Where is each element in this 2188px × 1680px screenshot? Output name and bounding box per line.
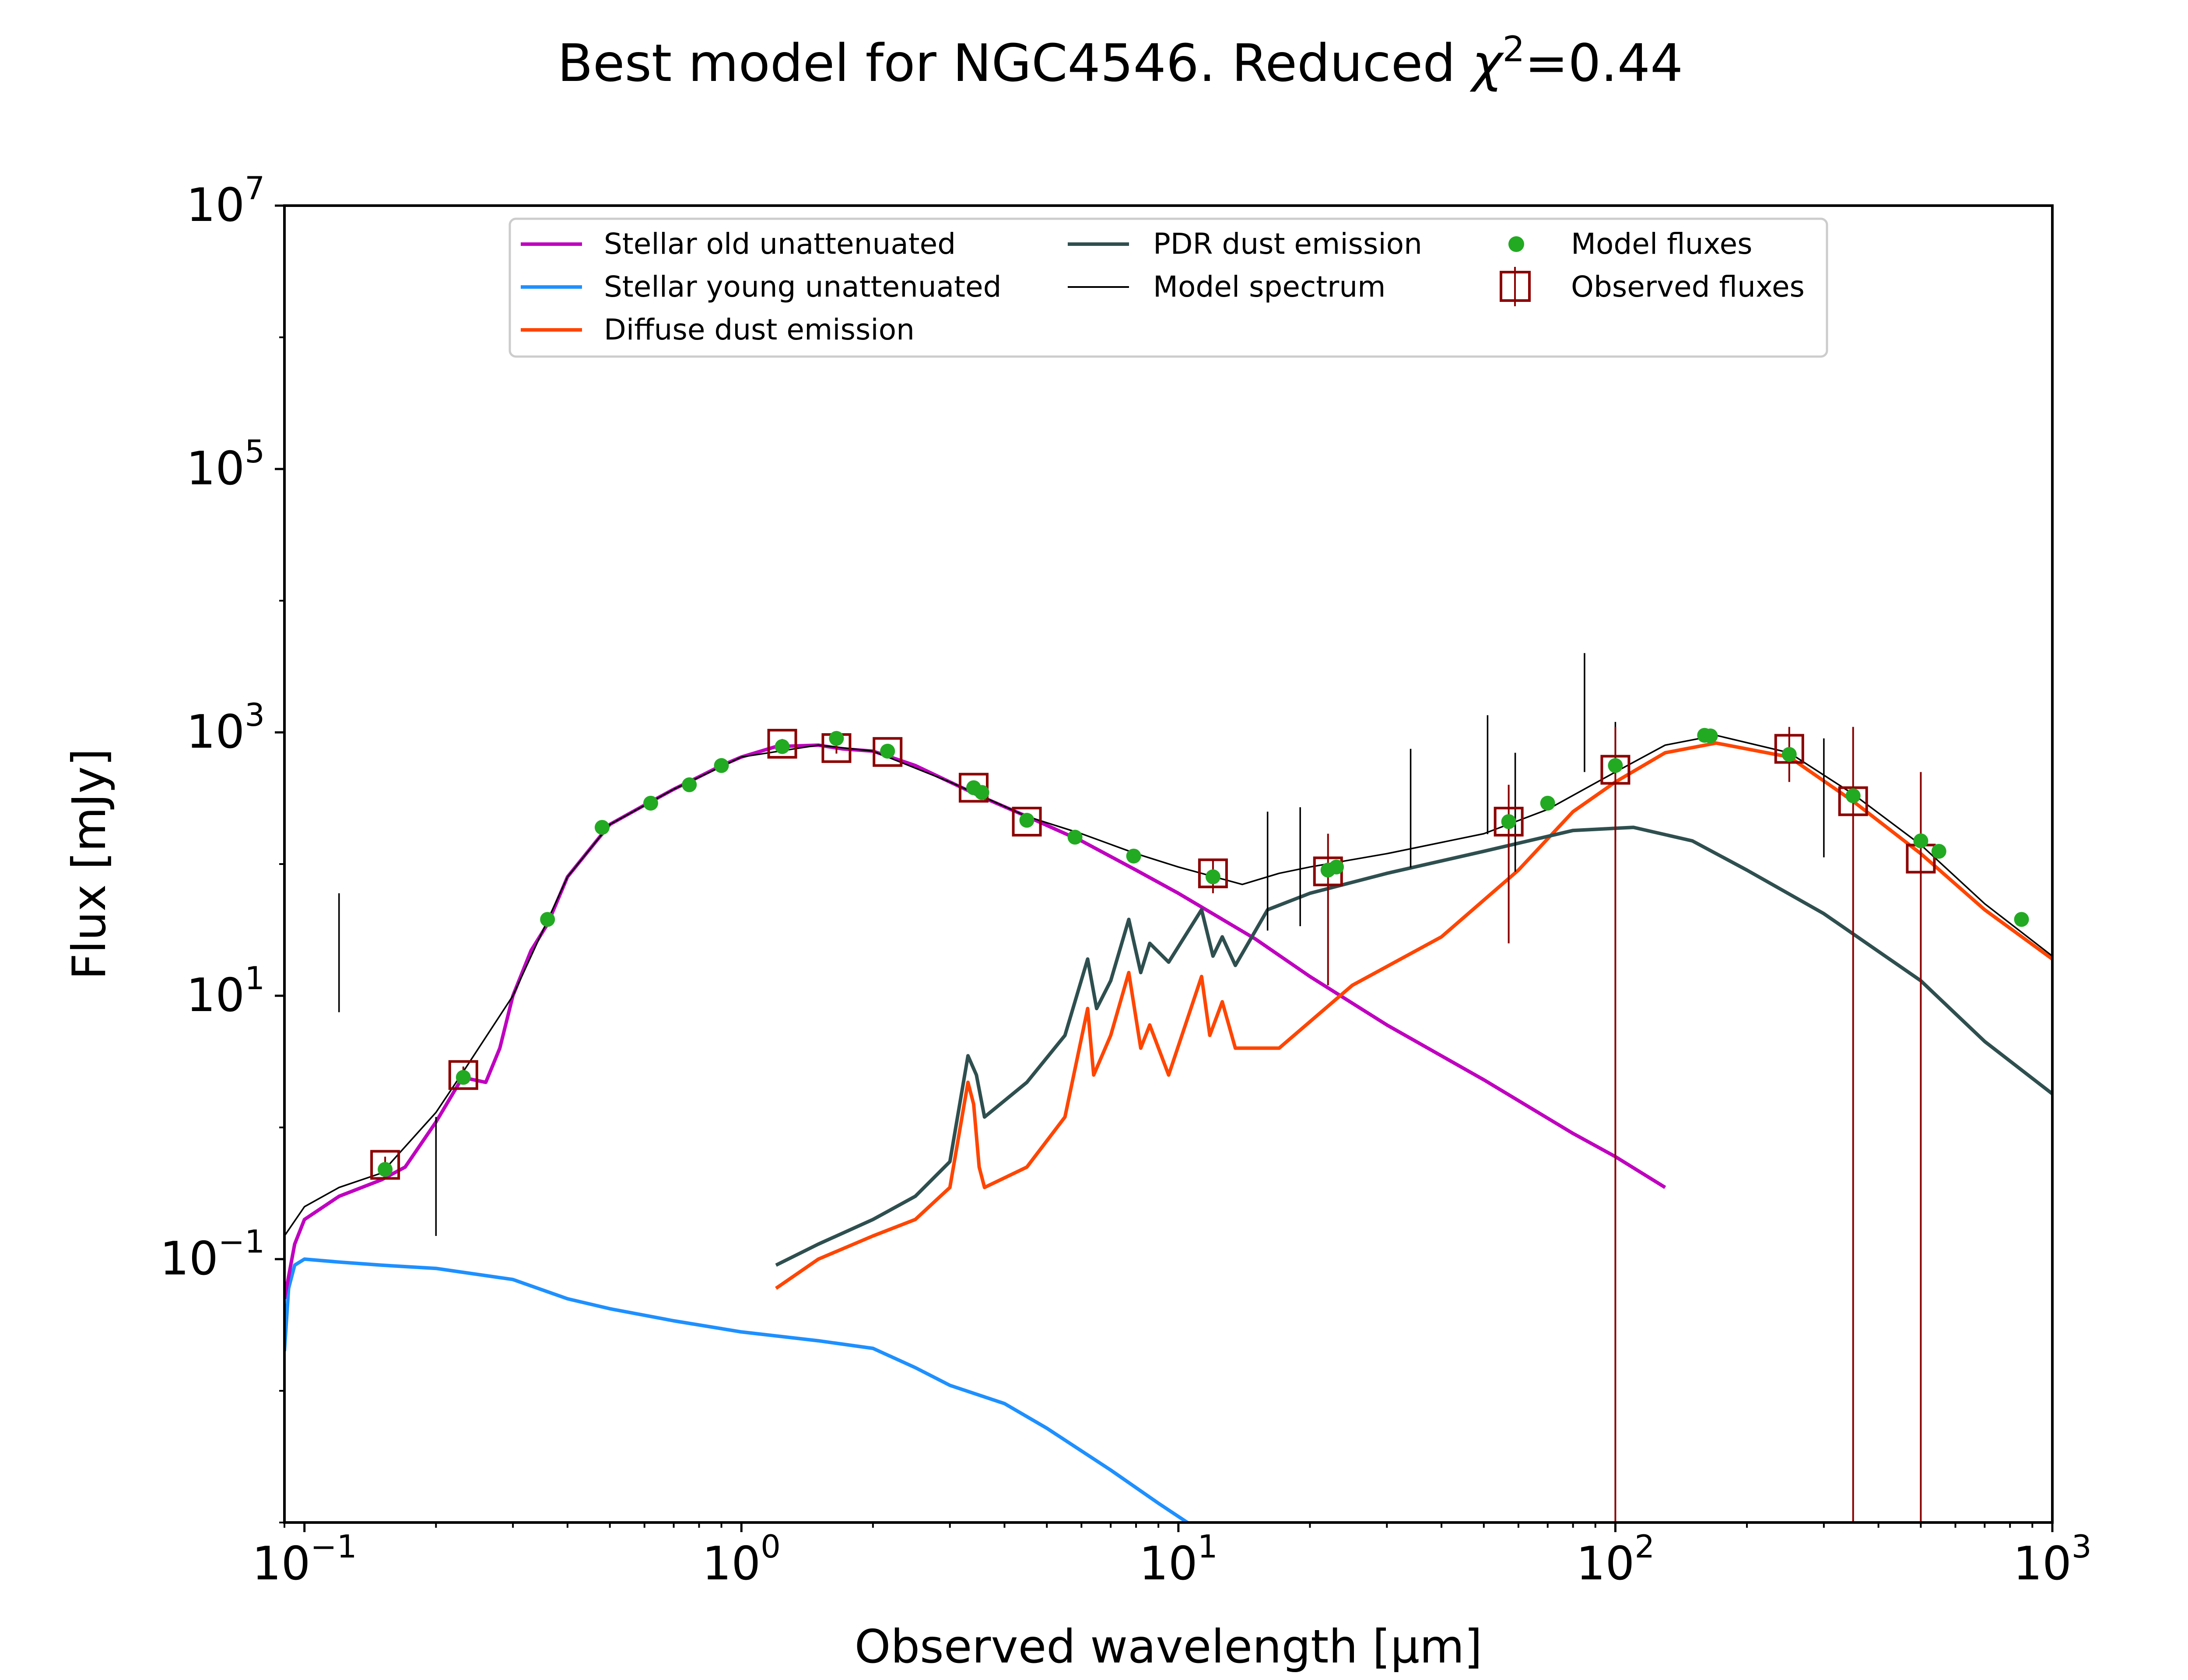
model-flux-point (1845, 788, 1861, 803)
model-flux-point (1703, 728, 1718, 744)
pdr-dust-emission-line (775, 826, 2052, 1267)
model-flux-point (2014, 912, 2029, 927)
legend-label-diffuse-dust: Diffuse dust emission (604, 313, 915, 346)
model-flux-point (1913, 833, 1929, 848)
x-axis-label: Observed wavelength [μm] (855, 1620, 1483, 1673)
observed-flux-marker (1198, 858, 1228, 889)
model-flux-point (1205, 869, 1220, 885)
model-flux-point (643, 795, 658, 811)
legend: Stellar old unattenuated Stellar young u… (508, 217, 1828, 358)
data-layer (284, 653, 2052, 1522)
model-flux-point (974, 785, 989, 800)
x-tick-label: 101 (1139, 1528, 1217, 1590)
observed-flux-marker (1600, 755, 1630, 785)
model-flux-point (714, 758, 729, 773)
model-flux-point (378, 1162, 393, 1177)
y-axis-label: Flux [mJy] (63, 749, 116, 980)
x-tick-label: 100 (702, 1528, 781, 1590)
model-flux-point (594, 820, 610, 835)
legend-label-stellar-young: Stellar young unattenuated (604, 270, 1002, 304)
y-tick-label: 107 (186, 170, 265, 232)
observed-flux-marker (448, 1060, 478, 1090)
model-flux-point (1019, 812, 1034, 828)
model-flux-point (682, 777, 697, 792)
y-tick-label: 105 (186, 433, 265, 495)
stellar-old-unattenuated-line (284, 743, 1666, 1299)
model-flux-point (1608, 758, 1623, 773)
observed-flux-marker (873, 737, 903, 767)
observed-flux-marker (767, 728, 797, 759)
y-tick-label: 10−1 (160, 1223, 265, 1285)
model-flux-point (1126, 848, 1141, 864)
model-flux-point (1067, 830, 1083, 845)
observed-flux-marker (1774, 734, 1804, 764)
model-flux-point (1781, 747, 1797, 762)
legend-label-observed-fluxes: Observed fluxes (1571, 270, 1805, 304)
model-spectrum-line (284, 734, 2052, 1236)
legend-box (508, 217, 1828, 358)
legend-label-pdr-dust: PDR dust emission (1153, 227, 1422, 261)
axis-ticks: 10−1 100 101 102 103 10−1 101 103 105 107 (160, 170, 2091, 1590)
y-tick-label: 103 (186, 696, 265, 759)
legend-label-model-spectrum: Model spectrum (1153, 270, 1385, 304)
observed-flux-marker (370, 1150, 400, 1180)
observed-flux-marker (1838, 786, 1868, 816)
model-flux-point (880, 743, 895, 759)
chart-title: Best model for NGC4546. Reduced χ2=0.44 (558, 29, 1683, 93)
model-flux-point (1931, 844, 1946, 859)
model-flux-point (775, 739, 790, 754)
legend-label-stellar-old: Stellar old unattenuated (604, 227, 956, 261)
x-tick-label: 102 (1576, 1528, 1655, 1590)
observed-flux-marker (1012, 807, 1042, 837)
model-flux-point (1501, 814, 1516, 830)
model-flux-point (1329, 859, 1344, 875)
y-tick-label: 101 (186, 960, 265, 1022)
model-flux-point (456, 1070, 471, 1085)
x-tick-label: 103 (2013, 1528, 2091, 1590)
model-flux-point (540, 912, 555, 927)
observed-flux-marker (1494, 807, 1524, 837)
model-flux-point (829, 731, 844, 746)
legend-label-model-fluxes: Model fluxes (1571, 227, 1753, 261)
legend-swatch-model-fluxes (1508, 236, 1524, 252)
x-tick-label: 10−1 (252, 1528, 357, 1590)
diffuse-dust-emission-line (775, 741, 2052, 1290)
stellar-young-unattenuated-line (284, 1257, 1191, 1522)
model-flux-point (1540, 795, 1555, 811)
